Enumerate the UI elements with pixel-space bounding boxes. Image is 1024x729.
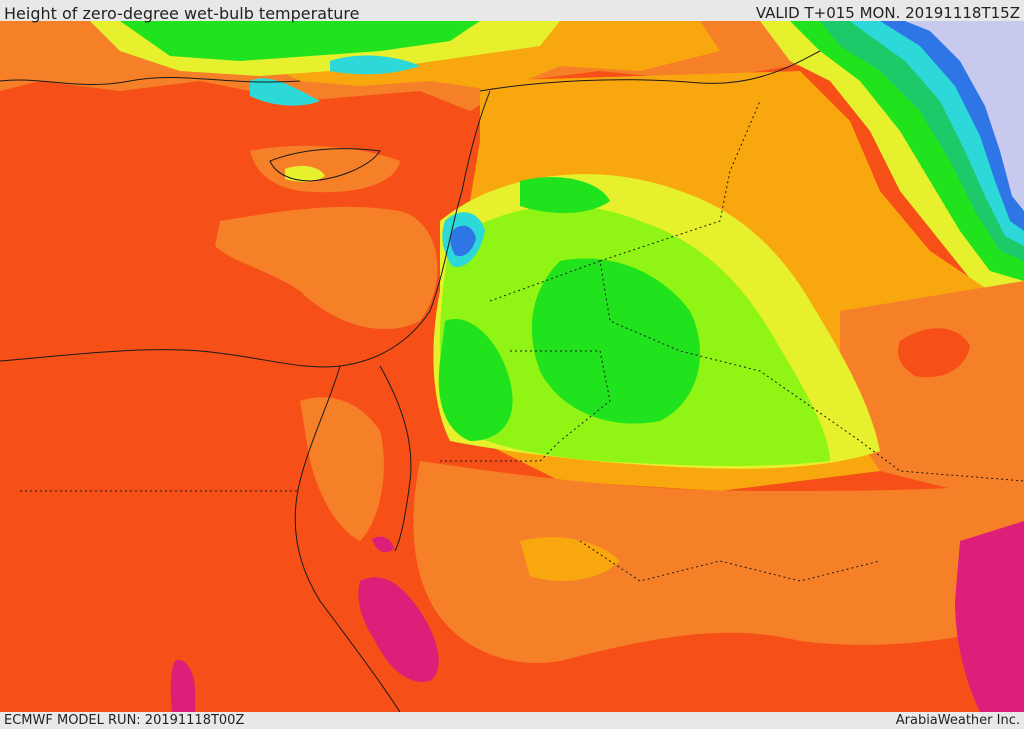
field-sinai-orange xyxy=(300,397,384,541)
coastlines xyxy=(0,50,821,712)
field-east-orange xyxy=(840,281,1024,501)
field-se-magenta xyxy=(955,521,1024,712)
map-title: Height of zero-degree wet-bulb temperatu… xyxy=(4,4,360,23)
weather-map[interactable] xyxy=(0,21,1024,712)
field-sw-magenta xyxy=(170,660,195,712)
field-north-cyan-2 xyxy=(330,55,420,75)
field-ne-lavender xyxy=(905,21,1024,211)
map-panel[interactable] xyxy=(0,21,1024,712)
borders xyxy=(20,100,1024,582)
field-north-cyan xyxy=(250,78,320,106)
field-lebanon-blue xyxy=(450,225,476,257)
field-redsea-magenta xyxy=(358,577,439,682)
field-north-green xyxy=(120,21,480,61)
field-cyprus-yellow xyxy=(285,165,325,182)
footer-bar: ECMWF MODEL RUN: 20191118T00Z ArabiaWeat… xyxy=(0,712,1024,729)
header-bar: Height of zero-degree wet-bulb temperatu… xyxy=(0,0,1024,23)
field-aqaba-magenta xyxy=(372,536,394,553)
field-green-core xyxy=(531,258,700,424)
field-saudi-amber xyxy=(520,537,620,581)
field-med-orange xyxy=(215,206,438,330)
valid-time: VALID T+015 MON. 20191118T15Z xyxy=(755,4,1020,22)
field-cyprus-orange xyxy=(250,145,400,193)
field-green-west xyxy=(438,319,513,441)
field-green-north xyxy=(520,177,610,213)
credit-label: ArabiaWeather Inc. xyxy=(895,713,1020,728)
field-saudi-orange xyxy=(413,461,1024,663)
model-run-label: ECMWF MODEL RUN: 20191118T00Z xyxy=(4,713,245,728)
field-east-red xyxy=(898,328,970,378)
